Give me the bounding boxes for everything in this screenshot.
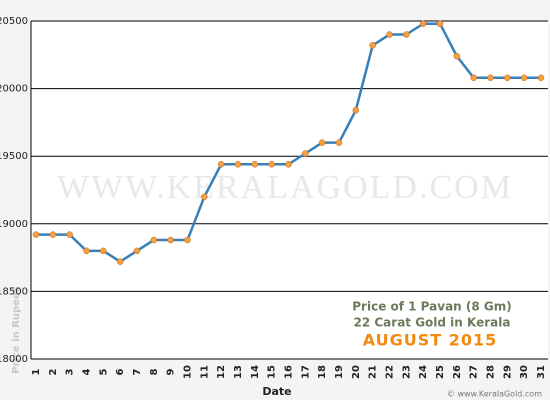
y-tick-label: 20000 [0,84,28,95]
x-tick-label: 20 [351,365,362,379]
x-tick-label: 11 [199,365,210,379]
point [217,161,225,168]
x-tick-label: 29 [502,365,513,379]
x-tick-label: 7 [132,368,143,375]
x-tick-label: 23 [401,365,412,379]
x-tick-label: 17 [300,365,311,379]
point [100,247,107,255]
x-tick-label: 16 [284,365,295,379]
y-axis-label: Price in Rupees [11,286,22,373]
point [487,74,494,82]
point [504,74,511,82]
y-tick-label: 18500 [0,286,28,297]
x-tick-label: 10 [183,365,194,379]
x-tick-label: 22 [385,365,396,379]
x-tick-label: 25 [435,365,446,379]
point [302,150,309,157]
x-tick-label: 30 [519,365,530,379]
x-tick-label: 24 [418,365,429,379]
x-tick-label: 26 [452,365,463,379]
point [32,231,40,238]
point [318,139,326,146]
point [403,31,410,38]
point [285,161,292,168]
x-tick-label: 15 [267,365,278,379]
x-tick-label: 14 [250,365,261,379]
point [335,139,343,146]
x-tick-label: 8 [149,368,160,375]
x-tick-label: 18 [317,365,328,379]
x-tick-label: 13 [233,365,244,379]
point [352,106,360,114]
point [66,231,73,238]
x-tick-label: 31 [536,365,547,379]
point [436,20,444,27]
y-tick-label: 18000 [0,354,28,365]
point [234,161,242,168]
point [150,236,158,244]
x-tick-label: 4 [82,368,93,375]
point [49,231,57,238]
point [386,31,393,38]
point [268,161,275,168]
point [116,258,124,265]
x-tick-label: 21 [368,365,379,379]
period: AUGUST 2015 [363,331,498,350]
x-tick-label: 3 [65,368,76,375]
x-tick-label: 6 [115,368,126,375]
point [369,42,376,49]
credit: © www.KeralaGold.com [447,390,542,399]
y-tick-label: 19500 [0,151,28,162]
point [184,236,191,244]
point [201,193,208,201]
y-tick-label: 20500 [0,16,28,27]
x-axis-label: Date [262,385,291,398]
point [470,74,477,82]
point [537,74,545,82]
y-tick-label: 19000 [0,219,28,230]
point [251,161,259,168]
x-tick-label: 9 [166,368,177,375]
chart-title: Price of 1 Pavan (8 Gm) [352,300,512,314]
chart-subtitle: 22 Carat Gold in Kerala [354,316,511,330]
point [453,52,461,60]
point [419,20,427,27]
x-tick-label: 28 [486,365,497,379]
watermark: WWW.KERALAGOLD.COM [57,169,513,206]
x-tick-label: 1 [31,368,42,375]
x-tick-label: 2 [48,368,59,375]
plot-area [31,21,548,359]
point [520,74,528,82]
point [83,247,90,255]
point [167,236,174,244]
x-tick-label: 12 [216,365,227,379]
x-tick-label: 5 [98,368,109,375]
x-tick-label: 19 [334,365,345,379]
x-tick-label: 27 [469,365,480,379]
point [133,247,141,255]
